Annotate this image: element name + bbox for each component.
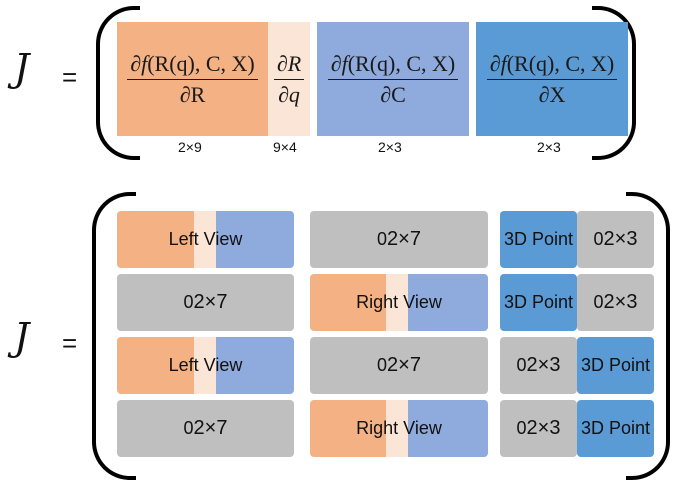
zero-2x3-label: 0 2×3 (516, 417, 561, 439)
cell-zero-2x7-r2: 0 2×7 (117, 274, 294, 331)
cell-left-view-r1: Left View (117, 211, 294, 268)
zero-2x3-label: 0 2×3 (516, 354, 561, 376)
dim-label-dq: 9×4 (273, 139, 297, 155)
zero-2x3-label: 0 2×3 (593, 228, 638, 250)
cell-left-view-r3: Left View (117, 337, 294, 394)
block-dR-dq: ∂R ∂q (268, 22, 310, 136)
right-view-label: Right View (356, 292, 442, 312)
jacobian-symbol-bottom: J (14, 315, 30, 359)
zero-2x3-label: 0 2×3 (593, 291, 638, 313)
cell-3d-point-r3: 3D Point (577, 337, 654, 394)
cell-zero-2x3-r2: 0 2×3 (577, 274, 654, 331)
cell-zero-2x3-r3: 0 2×3 (500, 337, 577, 394)
3d-point-label: 3D Point (580, 418, 651, 438)
zero-2x7-label: 0 2×7 (183, 291, 228, 313)
cell-zero-2x3-r4: 0 2×3 (500, 400, 577, 457)
cell-zero-2x7-r1: 0 2×7 (310, 211, 488, 268)
jacobian-symbol-top: J (14, 46, 30, 90)
cell-right-view-r4: Right View (310, 400, 488, 457)
right-view-label: Right View (356, 418, 442, 438)
cell-zero-2x7-r4: 0 2×7 (117, 400, 294, 457)
cell-3d-point-r4: 3D Point (577, 400, 654, 457)
block-df-dR: ∂f(R(q), C, X) ∂R (117, 22, 268, 136)
equals-sign-top: = (62, 62, 78, 92)
fraction-df-dC: ∂f(R(q), C, X) ∂C (327, 52, 459, 106)
block-df-dX: ∂f(R(q), C, X) ∂X (476, 22, 628, 136)
fraction-df-dX: ∂f(R(q), C, X) ∂X (486, 52, 618, 106)
zero-2x7-label: 0 2×7 (377, 354, 421, 376)
equals-sign-bottom: = (62, 328, 78, 358)
cell-zero-2x7-r3: 0 2×7 (310, 337, 488, 394)
3d-point-label: 3D Point (503, 292, 574, 312)
left-view-label: Left View (168, 229, 243, 249)
dim-label-dX: 2×3 (537, 139, 561, 155)
cell-right-view-r2: Right View (310, 274, 488, 331)
zero-2x7-label: 0 2×7 (377, 228, 421, 250)
fraction-df-dR: ∂f(R(q), C, X) ∂R (127, 52, 258, 106)
zero-2x7-label: 0 2×7 (183, 417, 228, 439)
cell-zero-2x3-r1: 0 2×3 (577, 211, 654, 268)
left-view-label: Left View (168, 355, 243, 375)
block-df-dC: ∂f(R(q), C, X) ∂C (317, 22, 469, 136)
fraction-dR-dq: ∂R ∂q (273, 52, 305, 106)
dim-label-dC: 2×3 (378, 139, 402, 155)
cell-3d-point-r1: 3D Point (500, 211, 577, 268)
3d-point-label: 3D Point (580, 355, 651, 375)
cell-3d-point-r2: 3D Point (500, 274, 577, 331)
dim-label-dR: 2×9 (178, 139, 202, 155)
3d-point-label: 3D Point (503, 229, 574, 249)
